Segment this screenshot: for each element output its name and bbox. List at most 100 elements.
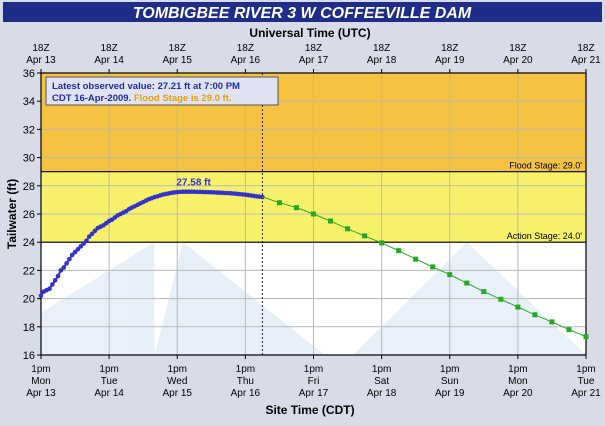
forecast-point-3 [311, 211, 316, 217]
y-tick-label-34: 34 [23, 96, 35, 108]
bottom-tick-label-0-0: 1pm [31, 364, 50, 375]
observed-point-16 [84, 238, 89, 244]
bottom-tick-label-96-1: Fri [308, 376, 320, 387]
forecast-point-13 [481, 289, 487, 295]
series-line-1 [262, 196, 587, 338]
bottom-tick-label-120-0: 1pm [372, 364, 391, 375]
bottom-tick-label-24-2: Apr 14 [94, 388, 124, 399]
bottom-tick-label-192-2: Apr 21 [571, 388, 601, 399]
observed-point-10 [67, 256, 72, 262]
bottom-tick-label-168-2: Apr 20 [503, 388, 533, 399]
chart-title: TOMBIGBEE RIVER 3 W COFFEEVILLE DAM [133, 5, 472, 22]
bottom-tick-label-96-0: 1pm [304, 364, 323, 375]
observed-point-9 [64, 261, 69, 266]
observed-point-19 [92, 228, 98, 234]
y-tick-label-20: 20 [23, 294, 35, 306]
top-tick-label-144: 18Z [441, 43, 458, 54]
forecast-point-17 [549, 319, 555, 325]
top-tick-label-48: 18Z [169, 43, 186, 54]
bottom-tick-label-144-0: 1pm [440, 364, 459, 375]
top-tick-date-120: Apr 18 [367, 55, 397, 66]
bottom-tick-label-0-1: Mon [31, 376, 50, 387]
observed-point-14 [78, 244, 84, 249]
legend-box-frame [45, 76, 279, 106]
observed-point-0 [38, 293, 44, 299]
bottom-tick-label-48-1: Wed [167, 376, 187, 387]
bottom-tick-label-120-2: Apr 18 [367, 388, 397, 399]
y-tick-label-18: 18 [23, 322, 35, 334]
y-tick-label-36: 36 [23, 68, 35, 80]
y-axis-label: Tailwater (ft) [5, 179, 19, 249]
y-tick-label-32: 32 [23, 124, 35, 136]
legend-line-2-flood: Flood Stage is 29.0 ft. [134, 93, 232, 104]
observed-point-13 [75, 246, 81, 252]
forecast-point-8 [396, 248, 402, 254]
observed-point-15 [81, 241, 86, 246]
observed-point-18 [89, 231, 95, 237]
forecast-point-5 [345, 226, 351, 232]
top-tick-date-72: Apr 16 [231, 55, 261, 66]
y-tick-label-30: 30 [23, 153, 35, 165]
legend-box: Latest observed value: 27.21 ft at 7:00 … [45, 76, 279, 106]
forecast-point-11 [447, 272, 453, 278]
top-tick-date-192: Apr 21 [571, 55, 601, 66]
top-tick-label-168: 18Z [509, 43, 526, 54]
top-tick-label-192: 18Z [577, 43, 594, 54]
legend-line-2-date: CDT 16-Apr-2009. [52, 93, 134, 104]
band-label-1: Action Stage: 24.0' [507, 231, 583, 241]
forecast-point-19 [583, 334, 589, 340]
bottom-tick-label-48-0: 1pm [168, 364, 187, 375]
bottom-tick-label-168-1: Mon [508, 376, 527, 387]
observed-point-5 [52, 277, 58, 283]
top-tick-date-24: Apr 14 [94, 55, 124, 66]
bottom-tick-label-192-0: 1pm [576, 364, 595, 375]
observed-point-11 [69, 252, 75, 258]
legend-line-2: CDT 16-Apr-2009. Flood Stage is 29.0 ft. [52, 93, 232, 104]
observed-point-6 [55, 273, 61, 279]
top-tick-date-144: Apr 19 [435, 55, 465, 66]
top-tick-date-0: Apr 13 [26, 55, 56, 66]
top-axis-label: Universal Time (UTC) [249, 26, 370, 40]
observed-point-8 [61, 265, 67, 270]
bottom-tick-label-144-2: Apr 19 [435, 388, 465, 399]
observed-point-12 [72, 249, 78, 255]
bottom-tick-label-24-0: 1pm [99, 364, 118, 375]
bottom-tick-label-72-0: 1pm [236, 364, 255, 375]
bottom-tick-label-168-0: 1pm [508, 364, 527, 375]
y-tick-label-26: 26 [23, 209, 35, 221]
y-tick-label-22: 22 [23, 265, 35, 277]
bottom-tick-label-96-2: Apr 17 [299, 388, 329, 399]
forecast-point-2 [293, 205, 299, 211]
observed-point-4 [50, 282, 55, 287]
forecast-point-7 [379, 240, 385, 246]
observed-point-3 [47, 286, 52, 292]
band-label-0: Flood Stage: 29.0' [509, 161, 582, 171]
peak-label: 27.58 ft [176, 178, 211, 189]
y-tick-label-28: 28 [23, 181, 35, 193]
bottom-tick-label-192-1: Tue [578, 376, 595, 387]
top-tick-label-24: 18Z [101, 43, 118, 54]
y-tick-label-24: 24 [23, 237, 35, 249]
top-tick-label-72: 18Z [237, 43, 254, 54]
bottom-tick-label-0-2: Apr 13 [26, 388, 56, 399]
forecast-point-12 [464, 280, 470, 286]
forecast-point-9 [413, 256, 419, 262]
bottom-tick-label-72-1: Thu [237, 376, 254, 387]
legend-line-1: Latest observed value: 27.21 ft at 7:00 … [52, 81, 240, 92]
forecast-point-18 [566, 327, 572, 333]
observed-point-17 [86, 234, 92, 239]
plot-area: Flood Stage: 29.0' Action Stage: 24.0' 16 1… [23, 43, 601, 399]
forecast-point-16 [532, 312, 538, 318]
title-bar [3, 2, 602, 22]
forecast-point-1 [276, 200, 282, 206]
bottom-tick-label-48-2: Apr 15 [163, 388, 193, 399]
top-tick-label-120: 18Z [373, 43, 390, 54]
forecast-point-10 [430, 264, 436, 270]
top-tick-label-96: 18Z [305, 43, 322, 54]
forecast-point-6 [362, 233, 368, 239]
x-axis-label: Site Time (CDT) [265, 403, 354, 417]
top-tick-date-168: Apr 20 [503, 55, 533, 66]
top-tick-label-0: 18Z [32, 43, 49, 54]
